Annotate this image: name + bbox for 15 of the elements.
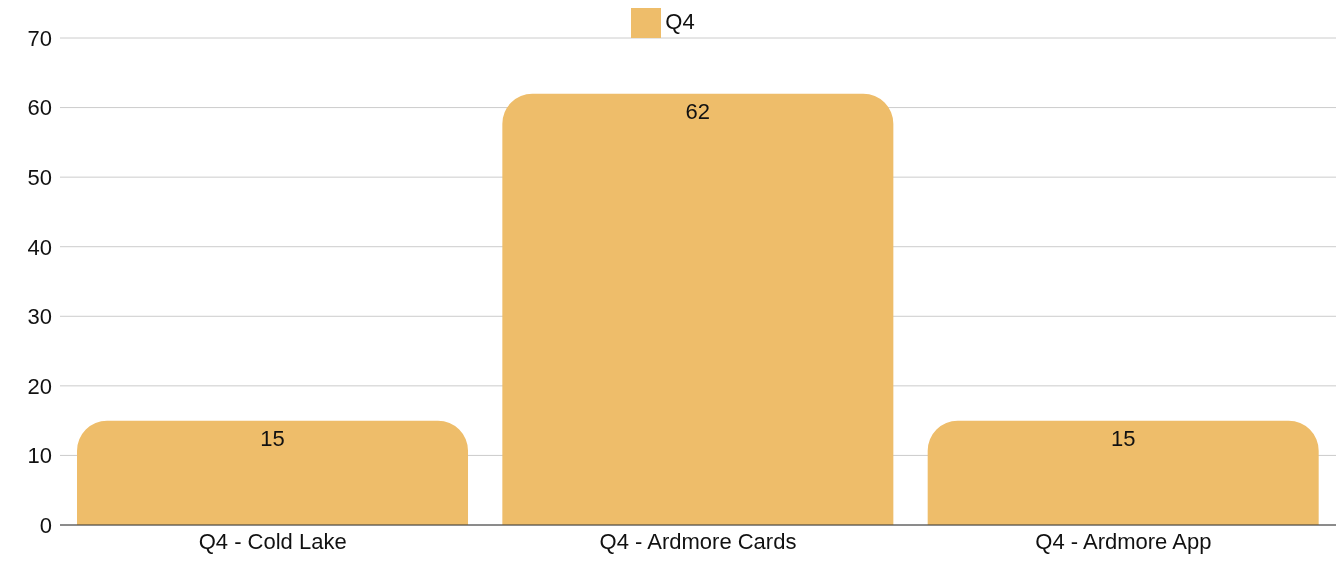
- data-label: 15: [1110, 426, 1136, 452]
- y-tick-label: 70: [27, 25, 52, 51]
- legend-label: Q4: [665, 8, 695, 34]
- x-tick-label: Q4 - Ardmore Cards: [599, 528, 797, 554]
- y-tick-label: 30: [27, 304, 52, 330]
- y-tick-label: 20: [27, 373, 52, 399]
- y-tick-label: 60: [27, 95, 52, 121]
- y-tick-label: 50: [27, 164, 52, 190]
- y-tick-label: 40: [27, 234, 52, 260]
- x-tick-label: Q4 - Ardmore App: [1035, 528, 1212, 554]
- data-label: 15: [260, 426, 285, 452]
- y-tick-label: 0: [39, 512, 52, 538]
- data-label: 62: [685, 99, 711, 125]
- x-tick-label: Q4 - Cold Lake: [198, 528, 347, 554]
- y-tick-label: 10: [27, 443, 52, 469]
